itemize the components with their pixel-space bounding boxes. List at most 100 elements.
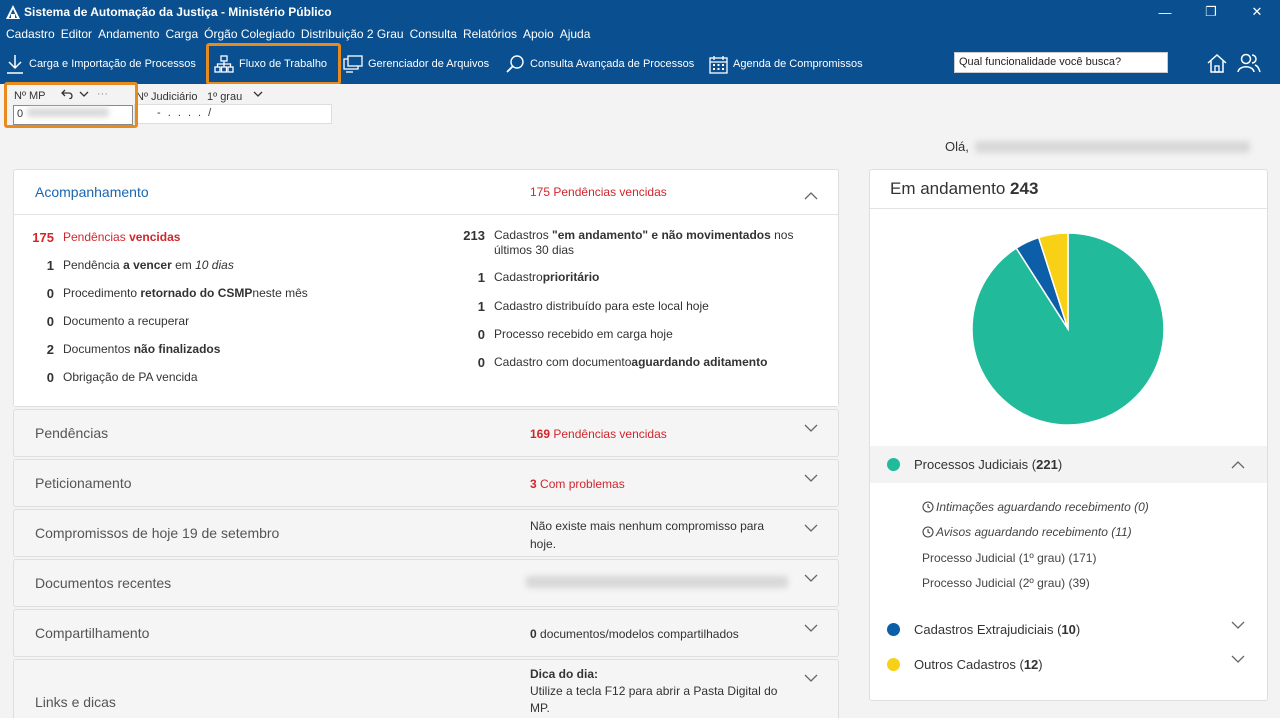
list-item[interactable]: 0 Processo recebido em carga hoje (477, 327, 673, 342)
legend-cadastros-extrajudiciais[interactable]: Cadastros Extrajudiciais (10) (870, 621, 1267, 637)
users-icon[interactable] (1237, 52, 1261, 74)
restore-button[interactable]: ❐ (1205, 4, 1217, 19)
menu-carga[interactable]: Carga (165, 27, 199, 41)
window-title: Sistema de Automação da Justiça - Minist… (24, 5, 332, 19)
chevron-down-icon[interactable] (1231, 652, 1245, 666)
redacted-mp-number (27, 108, 110, 117)
consulta-avancada-button[interactable]: Consulta Avançada de Processos (505, 44, 694, 84)
peticionamento-summary-text: Com problemas (540, 477, 625, 491)
minimize-button[interactable]: — (1158, 4, 1172, 20)
fluxo-trabalho-button[interactable]: Fluxo de Trabalho (214, 44, 327, 84)
clock-icon (922, 526, 934, 538)
redacted-recent-document (526, 576, 788, 588)
documentos-recentes-section[interactable]: Documentos recentes (13, 559, 839, 607)
list-item[interactable]: 1 Cadastro distribuído para este local ho… (477, 299, 709, 314)
compartilhamento-count: 0 (530, 627, 537, 641)
home-icon[interactable] (1206, 52, 1228, 74)
outros-cadastros-dot (887, 658, 900, 671)
chevron-down-icon[interactable] (804, 471, 818, 485)
highlight-fluxo-box (206, 43, 341, 85)
compartilhamento-section[interactable]: Compartilhamento 0 documentos/modelos co… (13, 609, 839, 657)
legend-outros-cadastros[interactable]: Outros Cadastros (12) (870, 655, 1267, 672)
acompanhamento-summary-text: Pendências vencidas (553, 185, 667, 199)
compartilhamento-summary-text: documentos/modelos compartilhados (540, 627, 739, 641)
em-andamento-total: 243 (1010, 179, 1039, 198)
list-item[interactable]: 0 Obrigação de PA vencida (46, 370, 198, 385)
list-item[interactable]: 213 Cadastros "em andamento" e não movime… (463, 228, 794, 257)
agenda-compromissos-label: Agenda de Compromissos (733, 58, 863, 70)
intimacoes-item[interactable]: Intimações aguardando recebimento (0) (922, 500, 1149, 514)
legend-processos-judiciais[interactable]: Processos Judiciais (221) (870, 446, 1267, 483)
menu-bar: Cadastro Editor Andamento Carga Órgão Co… (0, 24, 1280, 44)
menu-editor[interactable]: Editor (60, 27, 93, 41)
grau-chevron-down-icon[interactable] (253, 90, 263, 98)
undo-icon[interactable] (61, 89, 73, 99)
mp-chevron-down-icon[interactable] (79, 90, 89, 98)
menu-distribuicao-2-grau[interactable]: Distribuição 2 Grau (300, 27, 404, 41)
chevron-down-icon[interactable] (804, 521, 818, 535)
mp-number-input[interactable]: 0 (13, 105, 133, 125)
peticionamento-section[interactable]: Peticionamento 3 Com problemas (13, 459, 839, 507)
list-item[interactable]: 1 Pendência a vencer em 10 dias (46, 258, 234, 273)
chevron-down-icon[interactable] (804, 571, 818, 585)
gerenciador-arquivos-button[interactable]: Gerenciador de Arquivos (343, 44, 489, 84)
cadastros-extrajudiciais-dot (887, 623, 900, 636)
processo-1-grau-item[interactable]: Processo Judicial (1º grau) (171) (922, 551, 1097, 565)
em-andamento-pie-chart (971, 232, 1165, 426)
close-button[interactable]: ✕ (1251, 4, 1263, 19)
acompanhamento-title: Acompanhamento (35, 184, 149, 200)
menu-apoio[interactable]: Apoio (523, 27, 554, 41)
calendar-icon (709, 55, 728, 74)
list-item[interactable]: 0 Cadastro com documento aguardando adita… (477, 355, 768, 370)
judicial-number-input[interactable]: - . . . . / (134, 104, 332, 124)
list-item[interactable]: 1 Cadastro prioritário (477, 270, 600, 285)
chevron-down-icon[interactable] (804, 671, 818, 685)
search-advanced-icon (506, 55, 524, 73)
chevron-down-icon[interactable] (804, 421, 818, 435)
highlight-mp-box (4, 82, 138, 128)
processo-2-grau-item[interactable]: Processo Judicial (2º grau) (39) (922, 576, 1090, 590)
more-options-button[interactable]: ··· (97, 88, 108, 100)
fluxo-trabalho-label: Fluxo de Trabalho (239, 58, 328, 70)
divider (870, 208, 1267, 209)
agenda-compromissos-button[interactable]: Agenda de Compromissos (709, 44, 863, 84)
list-item[interactable]: 0 Procedimento retornado do CSMP neste mê… (46, 286, 308, 301)
chevron-down-icon[interactable] (804, 621, 818, 635)
list-item[interactable]: 2 Documentos não finalizados (46, 342, 221, 357)
acompanhamento-header[interactable]: Acompanhamento 175 Pendências vencidas (14, 170, 838, 214)
pie-slice-processos-judiciais[interactable] (971, 232, 1165, 426)
list-item[interactable]: 175 Pendências vencidas (32, 230, 181, 245)
file-manager-icon (343, 55, 363, 73)
menu-ajuda[interactable]: Ajuda (559, 27, 591, 41)
menu-relatorios[interactable]: Relatórios (462, 27, 517, 41)
compromissos-title: Compromissos de hoje 19 de setembro (35, 525, 280, 541)
compromissos-summary: Não existe mais nenhum compromisso para h… (530, 519, 765, 551)
carga-importacao-button[interactable]: Carga e Importação de Processos (6, 44, 196, 84)
menu-orgao-colegiado[interactable]: Órgão Colegiado (204, 27, 295, 41)
pendencias-section[interactable]: Pendências 169 Pendências vencidas (13, 409, 839, 457)
em-andamento-title: Em andamento 243 (890, 179, 1039, 198)
workflow-icon (214, 55, 234, 73)
cadastros-extrajudiciais-label: Cadastros Extrajudiciais (10) (914, 622, 1081, 637)
menu-cadastro[interactable]: Cadastro (6, 27, 55, 41)
compromissos-section[interactable]: Compromissos de hoje 19 de setembro Não … (13, 509, 839, 557)
grau-selector[interactable]: 1º grau (207, 91, 243, 103)
functionality-search-input[interactable]: Qual funcionalidade você busca? (954, 52, 1168, 73)
judicial-number-label: Nº Judiciário (136, 91, 198, 103)
acompanhamento-summary: 175 Pendências vencidas (530, 185, 667, 199)
pie-slice-outros-cadastros[interactable] (1037, 232, 1069, 330)
chevron-up-icon[interactable] (1231, 458, 1245, 472)
pendencias-summary-text: Pendências vencidas (553, 427, 667, 441)
avisos-item[interactable]: Avisos aguardando recebimento (11) (922, 525, 1132, 539)
pendencias-summary: 169 Pendências vencidas (530, 427, 667, 441)
list-item[interactable]: 0 Documento a recuperar (46, 314, 190, 329)
compartilhamento-summary: 0 documentos/modelos compartilhados (530, 627, 739, 641)
chevron-up-icon[interactable] (804, 189, 818, 203)
menu-consulta[interactable]: Consulta (409, 27, 457, 41)
title-bar: Sistema de Automação da Justiça - Minist… (0, 0, 1280, 24)
menu-andamento[interactable]: Andamento (98, 27, 160, 41)
links-dicas-section[interactable]: Links e dicas Dica do dia: Utilize a tecl… (13, 659, 839, 718)
outros-cadastros-label: Outros Cadastros (12) (914, 657, 1043, 672)
acompanhamento-summary-num: 175 (530, 185, 551, 199)
chevron-down-icon[interactable] (1231, 618, 1245, 632)
